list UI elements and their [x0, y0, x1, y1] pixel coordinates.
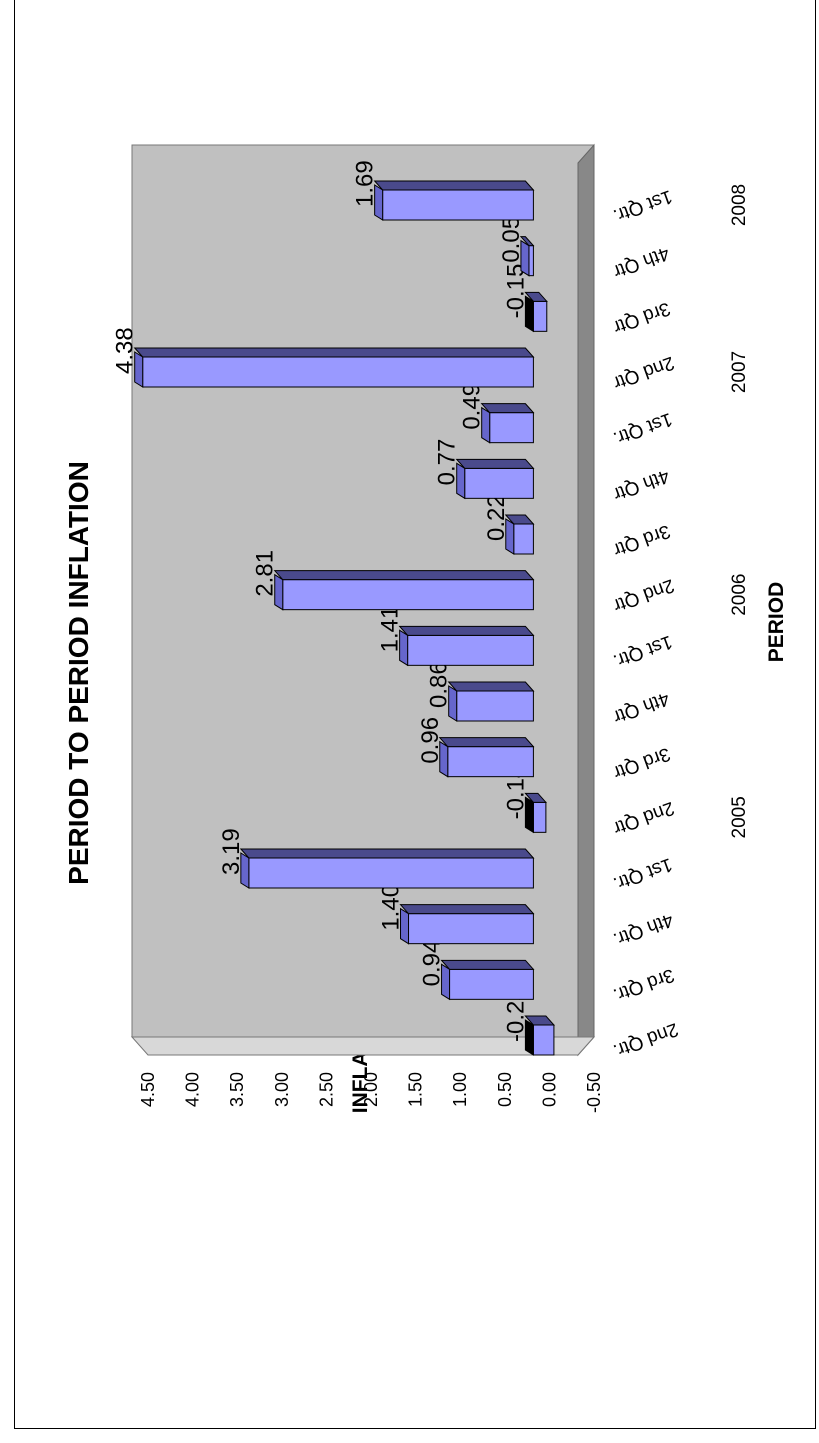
bar: [532, 300, 548, 332]
bar-top-face: [519, 236, 535, 247]
bar-value-label: 0.05: [498, 216, 525, 263]
year-label: 2006: [729, 574, 750, 616]
bar-end-face: [400, 907, 410, 945]
category-label: 1st Qtr.: [610, 853, 675, 894]
bar-value-label: 3.19: [218, 828, 245, 875]
bar-end-face: [134, 351, 144, 388]
bar-end-face: [481, 406, 491, 444]
year-label: 2005: [729, 796, 750, 838]
bar-end-face: [240, 852, 250, 889]
bar: [282, 579, 534, 611]
category-label: 2nd Qtr: [610, 797, 677, 839]
bar-end-face: [441, 963, 451, 1001]
bar-end-face: [274, 573, 284, 611]
y-tick-label: 2.50: [316, 1072, 336, 1107]
category-label: 3rd Qtr: [610, 743, 673, 783]
x-axis-label: PERIOD: [765, 582, 788, 663]
category-label: 1st Qtr.: [610, 185, 675, 226]
y-tick-label: 0.00: [539, 1072, 559, 1107]
bar: [532, 1024, 555, 1056]
bar-value-label: 0.94: [419, 940, 446, 987]
bar-end-face: [439, 740, 449, 778]
year-label: 2007: [729, 351, 750, 393]
bar-top-face: [447, 681, 535, 692]
bar: [382, 189, 534, 221]
bar: [408, 913, 534, 945]
bar: [449, 968, 534, 1000]
bar: [142, 356, 534, 388]
chart-floor: [577, 143, 595, 1057]
bar: [532, 801, 547, 833]
y-tick-label: 1.50: [406, 1072, 426, 1107]
category-label: 1st Qtr.: [610, 631, 675, 672]
category-label: 4th Qtr.: [610, 909, 676, 950]
y-tick-label: -0.50: [584, 1072, 604, 1113]
category-label: 1st Qtr.: [610, 408, 675, 449]
category-label: 3rd Qtr.: [610, 964, 677, 1005]
bar-value-label: 0.49: [459, 383, 486, 430]
y-tick-label: 0.50: [495, 1072, 515, 1107]
y-tick-label: 4.00: [183, 1072, 203, 1107]
bar-top-face: [480, 403, 535, 414]
y-tick-label: 3.50: [227, 1072, 247, 1107]
chart-side-wall: [130, 1036, 596, 1056]
bar: [464, 467, 534, 499]
category-label: 4th Qtr: [610, 687, 672, 727]
bar-value-label: 0.77: [434, 439, 461, 486]
bar-value-label: 4.38: [112, 327, 139, 374]
bar-top-face: [273, 570, 535, 581]
chart-title: PERIOD TO PERIOD INFLATION: [63, 461, 94, 885]
bar-end-face: [448, 685, 458, 722]
y-tick-label: 2.00: [361, 1072, 381, 1107]
bar: [407, 634, 534, 666]
year-label: 2008: [729, 184, 750, 226]
bar-value-label: 0.86: [426, 661, 453, 708]
bar-top-face: [440, 959, 535, 970]
bar-top-face: [239, 848, 535, 859]
bar-top-face: [133, 347, 535, 358]
bar-end-face: [456, 462, 466, 500]
bar-end-face: [524, 1019, 534, 1056]
bar-value-label: 1.69: [352, 160, 379, 207]
bar-value-label: 0.22: [483, 494, 510, 541]
bar-value-label: 1.41: [377, 606, 404, 653]
y-tick-label: 1.00: [450, 1072, 470, 1107]
chart-frame: [14, 0, 816, 1429]
bar-top-face: [438, 737, 535, 748]
bar-top-face: [524, 1015, 556, 1026]
category-label: 4th Qtr: [610, 242, 672, 282]
bar-end-face: [524, 295, 534, 333]
bar-value-label: 1.40: [378, 884, 405, 931]
bar-end-face: [505, 518, 515, 555]
bar-top-face: [399, 904, 535, 915]
bar-top-face: [504, 514, 535, 525]
bar: [248, 857, 534, 889]
bar: [528, 245, 534, 277]
bar-value-label: 2.81: [252, 550, 279, 597]
category-label: 3rd Qtr: [610, 297, 673, 337]
bar-value-label: 0.96: [417, 717, 444, 764]
category-label: 2nd Qtr: [610, 574, 677, 616]
bar-end-face: [520, 239, 530, 277]
bar: [513, 523, 534, 555]
category-label: 4th Qtr: [610, 465, 672, 505]
bar-top-face: [524, 291, 548, 302]
y-tick-label: 4.50: [138, 1072, 158, 1107]
bar-top-face: [524, 792, 548, 803]
category-label: 2nd Qtr: [610, 352, 677, 394]
bar-top-face: [373, 180, 535, 191]
category-label: 3rd Qtr: [610, 520, 673, 560]
bar: [456, 690, 534, 722]
y-tick-label: 3.00: [272, 1072, 292, 1107]
bar-top-face: [455, 458, 535, 469]
category-label: 2nd Qtr.: [610, 1018, 681, 1061]
bar-top-face: [398, 625, 535, 636]
bar-end-face: [524, 796, 534, 834]
bar-end-face: [399, 629, 409, 667]
bar: [489, 412, 534, 444]
bar-end-face: [374, 184, 384, 221]
bar: [447, 746, 534, 778]
plot-area: 4.50 4.00 3.50 3.00 2.50 2.00 1.50 1.00 0.50 0.00…: [112, 143, 750, 1113]
